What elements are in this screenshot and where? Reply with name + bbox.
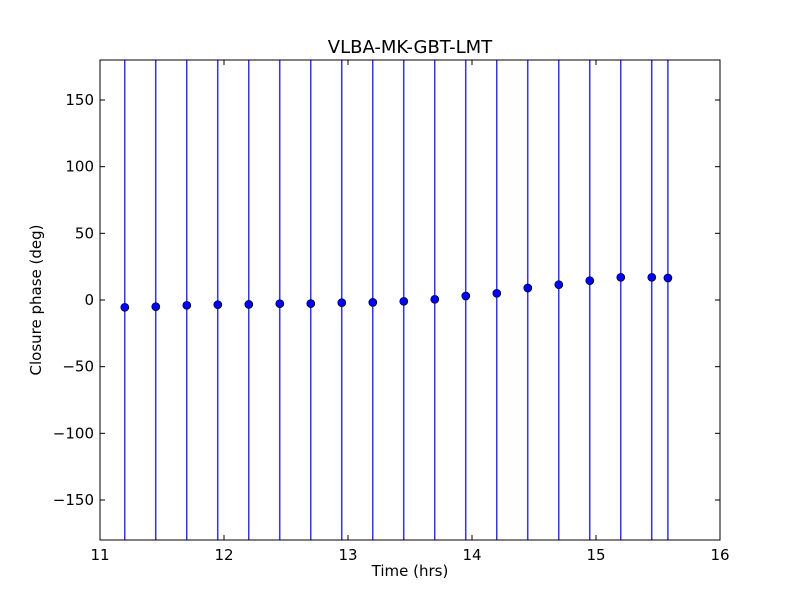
data-point bbox=[275, 299, 285, 309]
data-point bbox=[663, 273, 673, 283]
data-point bbox=[585, 276, 595, 286]
x-tick-label: 15 bbox=[586, 546, 605, 564]
data-point bbox=[616, 272, 626, 282]
y-tick-label: 50 bbox=[75, 224, 94, 242]
data-point bbox=[492, 288, 502, 298]
x-tick-label: 14 bbox=[462, 546, 481, 564]
y-tick-label: −100 bbox=[53, 424, 94, 442]
data-point bbox=[213, 300, 223, 310]
x-axis-ticks: 11 12 13 14 15 16 bbox=[90, 60, 730, 564]
data-points bbox=[120, 272, 673, 312]
y-tick-label: 100 bbox=[65, 158, 94, 176]
data-point bbox=[368, 298, 378, 307]
data-point bbox=[399, 296, 409, 306]
data-point bbox=[430, 294, 440, 304]
error-bars bbox=[124, 60, 669, 540]
plot-frame bbox=[99, 59, 721, 541]
y-axis-ticks: −150 −100 −50 0 50 100 150 bbox=[53, 91, 720, 509]
data-point bbox=[337, 298, 347, 308]
data-point bbox=[306, 299, 316, 308]
data-point bbox=[523, 283, 533, 293]
x-tick-label: 16 bbox=[710, 546, 729, 564]
y-tick-label: 150 bbox=[65, 91, 94, 109]
data-point bbox=[120, 302, 130, 312]
x-tick-label: 13 bbox=[338, 546, 357, 564]
x-axis-label: Time (hrs) bbox=[371, 562, 449, 580]
x-tick-label: 12 bbox=[214, 546, 233, 564]
data-point bbox=[554, 280, 564, 290]
y-tick-label: −50 bbox=[62, 358, 94, 376]
y-axis-label: Closure phase (deg) bbox=[27, 225, 45, 376]
chart-title: VLBA-MK-GBT-LMT bbox=[328, 37, 493, 58]
data-point bbox=[461, 291, 471, 301]
data-point bbox=[647, 272, 657, 282]
data-point bbox=[151, 302, 161, 312]
data-point bbox=[244, 300, 254, 309]
data-point bbox=[182, 300, 192, 310]
y-tick-label: −150 bbox=[53, 491, 94, 509]
y-tick-label: 0 bbox=[84, 291, 94, 309]
x-tick-label: 11 bbox=[90, 546, 109, 564]
